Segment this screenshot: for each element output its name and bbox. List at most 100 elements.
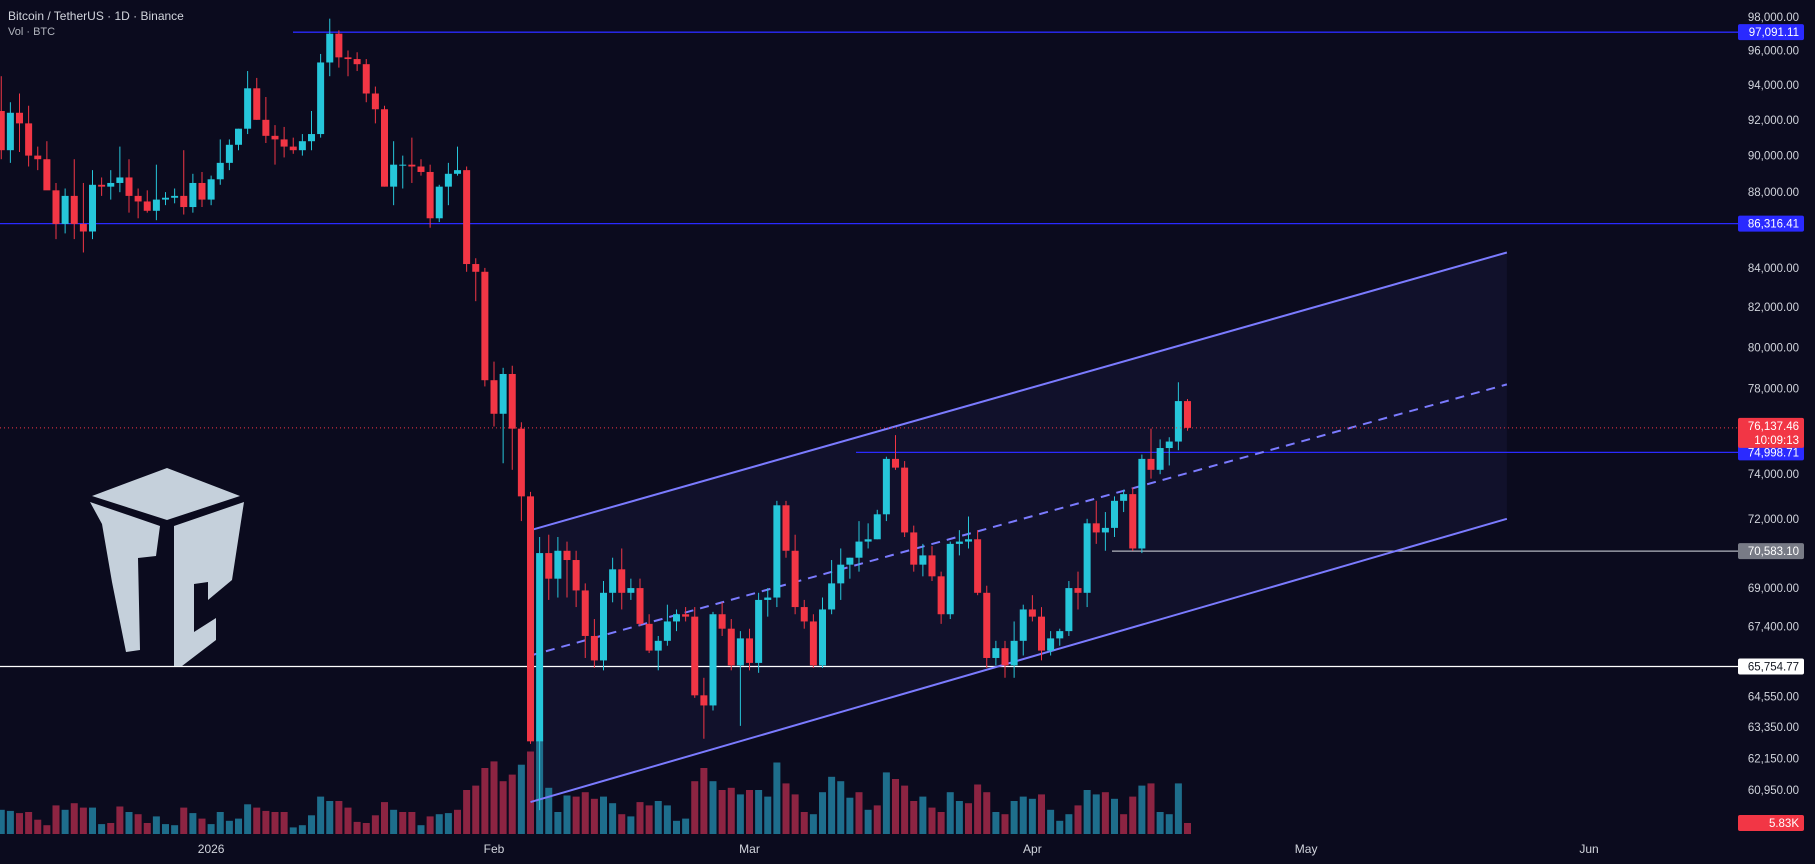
candle-body[interactable] [937, 576, 945, 615]
channel-lower-line[interactable] [530, 517, 1508, 804]
candle-body[interactable] [864, 539, 872, 542]
candle-body[interactable] [1019, 609, 1027, 641]
candle-body[interactable] [70, 195, 78, 224]
candle-body[interactable] [171, 195, 179, 198]
candle-body[interactable] [244, 88, 252, 129]
candle-body[interactable] [846, 557, 854, 565]
candle-body[interactable] [280, 139, 288, 147]
candle-body[interactable] [600, 592, 607, 661]
candle-body[interactable] [618, 569, 626, 593]
candle-body[interactable] [974, 539, 982, 593]
candle-body[interactable] [992, 648, 1000, 658]
candle-body[interactable] [499, 373, 507, 414]
candle-body[interactable] [1111, 500, 1118, 528]
candle-body[interactable] [892, 458, 899, 468]
candle-body[interactable] [0, 111, 5, 151]
candle-body[interactable] [837, 564, 845, 584]
time-axis[interactable]: 2026 Feb Mar Apr May Jun [198, 842, 1599, 856]
candle-body[interactable] [1156, 448, 1164, 470]
candle-body[interactable] [89, 184, 96, 232]
candle-body[interactable] [764, 597, 772, 600]
candle-body[interactable] [882, 458, 890, 515]
candle-body[interactable] [965, 539, 972, 542]
candle-body[interactable] [289, 146, 297, 151]
candle-body[interactable] [472, 264, 480, 272]
candle-body[interactable] [52, 190, 60, 224]
candle-body[interactable] [590, 635, 598, 661]
candle-body[interactable] [527, 496, 534, 742]
candle-body[interactable] [34, 155, 42, 160]
candle-body[interactable] [198, 182, 206, 200]
candle-body[interactable] [819, 609, 826, 666]
candle-body[interactable] [463, 170, 471, 265]
candle-body[interactable] [1010, 640, 1018, 666]
candle-body[interactable] [645, 623, 653, 651]
candle-body[interactable] [828, 583, 836, 610]
candle-body[interactable] [189, 182, 197, 208]
candle-body[interactable] [928, 555, 936, 577]
candle-body[interactable] [362, 64, 370, 94]
candle-body[interactable] [235, 128, 242, 145]
candle-body[interactable] [298, 141, 306, 151]
candle-body[interactable] [1056, 631, 1064, 639]
candle-body[interactable] [1129, 494, 1137, 549]
candles[interactable] [0, 18, 1191, 811]
candle-body[interactable] [517, 428, 525, 497]
candle-body[interactable] [1184, 401, 1191, 428]
candle-body[interactable] [1047, 638, 1055, 651]
candle-body[interactable] [782, 505, 790, 551]
candle-body[interactable] [61, 195, 69, 224]
candle-body[interactable] [1083, 523, 1091, 593]
candle-body[interactable] [25, 123, 33, 156]
symbol-title[interactable]: Bitcoin / TetherUS · 1D · Binance [8, 9, 184, 23]
candle-body[interactable] [16, 112, 23, 124]
candle-body[interactable] [371, 93, 379, 110]
candle-body[interactable] [225, 144, 233, 163]
candle-body[interactable] [581, 590, 589, 636]
candle-body[interactable] [636, 588, 644, 624]
candle-body[interactable] [98, 184, 106, 187]
candle-body[interactable] [353, 59, 361, 65]
candle-body[interactable] [79, 223, 87, 232]
candle-body[interactable] [335, 33, 343, 58]
candle-body[interactable] [408, 164, 416, 167]
candle-body[interactable] [1174, 401, 1182, 442]
candle-body[interactable] [563, 550, 571, 561]
candle-body[interactable] [554, 550, 562, 579]
candle-body[interactable] [983, 592, 991, 658]
parallel-channel[interactable] [530, 251, 1508, 804]
candle-body[interactable] [791, 550, 799, 608]
candle-body[interactable] [654, 640, 662, 651]
candle-body[interactable] [454, 170, 461, 174]
candle-body[interactable] [700, 695, 708, 706]
candle-body[interactable] [1120, 494, 1128, 501]
candle-body[interactable] [6, 112, 14, 151]
candle-body[interactable] [180, 195, 188, 208]
candle-body[interactable] [682, 614, 690, 617]
volume-indicator-label[interactable]: Vol · BTC [8, 26, 56, 38]
candle-body[interactable] [390, 164, 398, 187]
candle-body[interactable] [609, 569, 617, 593]
price-levels[interactable] [0, 31, 1738, 668]
candle-body[interactable] [143, 201, 151, 211]
candle-body[interactable] [755, 599, 763, 663]
candle-body[interactable] [1074, 588, 1082, 593]
candle-body[interactable] [536, 553, 544, 742]
candle-body[interactable] [709, 614, 717, 706]
candle-body[interactable] [946, 543, 954, 615]
candle-body[interactable] [809, 621, 817, 666]
candle-body[interactable] [1138, 458, 1146, 549]
candle-body[interactable] [545, 553, 553, 579]
candle-body[interactable] [508, 373, 516, 429]
candle-body[interactable] [736, 638, 744, 666]
candle-body[interactable] [152, 199, 160, 211]
candle-body[interactable] [627, 588, 635, 593]
candle-body[interactable] [344, 57, 352, 60]
candle-body[interactable] [1038, 616, 1045, 651]
candle-body[interactable] [207, 179, 215, 200]
candle-body[interactable] [134, 195, 142, 202]
candle-body[interactable] [910, 532, 918, 565]
candle-body[interactable] [317, 62, 325, 135]
candle-body[interactable] [116, 177, 124, 183]
